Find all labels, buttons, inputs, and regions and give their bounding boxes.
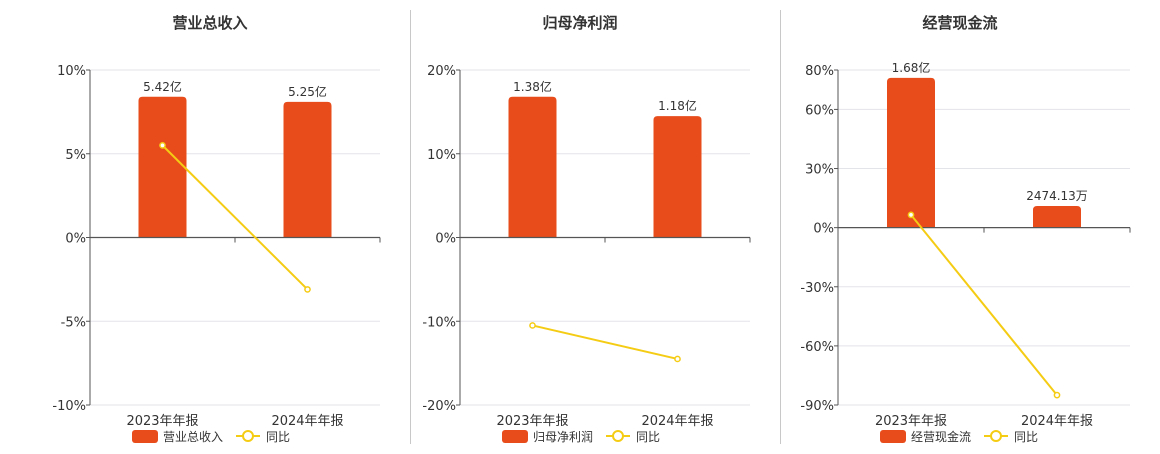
yoy-point: [159, 142, 166, 149]
y-tick-label: -30%: [800, 281, 834, 296]
bar: [138, 96, 187, 238]
y-tick-label: 20%: [427, 64, 456, 79]
legend-line-label: 同比: [636, 430, 660, 444]
legend-line-marker: [612, 430, 624, 442]
bar: [508, 96, 557, 238]
legend-line-marker: [990, 430, 1002, 442]
yoy-line: [161, 144, 309, 291]
yoy-point: [674, 355, 681, 363]
yoy-line: [910, 214, 1058, 396]
legend-bar-label: 归母净利润: [533, 430, 593, 444]
legend-bar-swatch: [132, 430, 158, 443]
y-tick-label: -10%: [52, 399, 86, 414]
y-tick-label: -60%: [800, 340, 834, 355]
y-tick-label: -20%: [422, 399, 456, 414]
panel-divider-2: [780, 10, 781, 444]
legend-bar-label: 营业总收入: [163, 430, 223, 444]
bar-value-label: 1.38亿: [513, 79, 552, 94]
legend-bar-label: 经营现金流: [911, 429, 971, 444]
bar: [653, 116, 702, 238]
panel-divider-1: [410, 10, 411, 444]
chart-title: 营业总收入: [172, 14, 247, 32]
y-tick-label: 80%: [805, 64, 834, 79]
x-tick-label: 2023年年报: [126, 414, 198, 429]
bar-value-label: 5.25亿: [288, 84, 327, 99]
y-tick-label: -90%: [800, 399, 834, 414]
legend-line-marker: [242, 430, 254, 442]
y-tick-label: 30%: [805, 163, 834, 178]
yoy-line: [532, 324, 678, 360]
y-tick-label: 0%: [65, 232, 86, 247]
bar-value-label: 1.68亿: [892, 60, 931, 75]
x-tick-label: 2024年年报: [271, 414, 343, 429]
y-tick-label: 10%: [57, 64, 86, 79]
legend-bar-swatch: [880, 430, 906, 443]
y-tick-label: 5%: [65, 148, 86, 163]
bar-value-label: 2474.13万: [1026, 189, 1088, 203]
bar: [887, 77, 935, 228]
y-tick-label: -5%: [61, 315, 86, 330]
yoy-point: [1053, 391, 1061, 399]
x-tick-label: 2024年年报: [641, 414, 713, 429]
x-tick-label: 2023年年报: [496, 414, 568, 429]
bar: [283, 101, 332, 238]
x-tick-label: 2023年年报: [875, 414, 947, 429]
yoy-point: [907, 211, 915, 219]
y-tick-label: -10%: [422, 315, 456, 330]
chart-title: 归母净利润: [542, 14, 617, 32]
legend-bar-swatch: [502, 430, 528, 443]
x-tick-label: 2024年年报: [1021, 414, 1093, 429]
y-tick-label: 60%: [805, 103, 834, 118]
legend-line-label: 同比: [266, 430, 290, 444]
bar: [1033, 205, 1081, 228]
bar-value-label: 1.18亿: [658, 98, 697, 113]
bar-value-label: 5.42亿: [143, 79, 182, 94]
chart-title: 经营现金流: [922, 14, 997, 32]
y-tick-label: 0%: [813, 222, 834, 237]
legend-line-label: 同比: [1014, 430, 1038, 444]
yoy-point: [304, 286, 311, 293]
y-tick-label: 10%: [427, 148, 456, 163]
y-tick-label: 0%: [435, 232, 456, 247]
yoy-point: [529, 322, 536, 329]
